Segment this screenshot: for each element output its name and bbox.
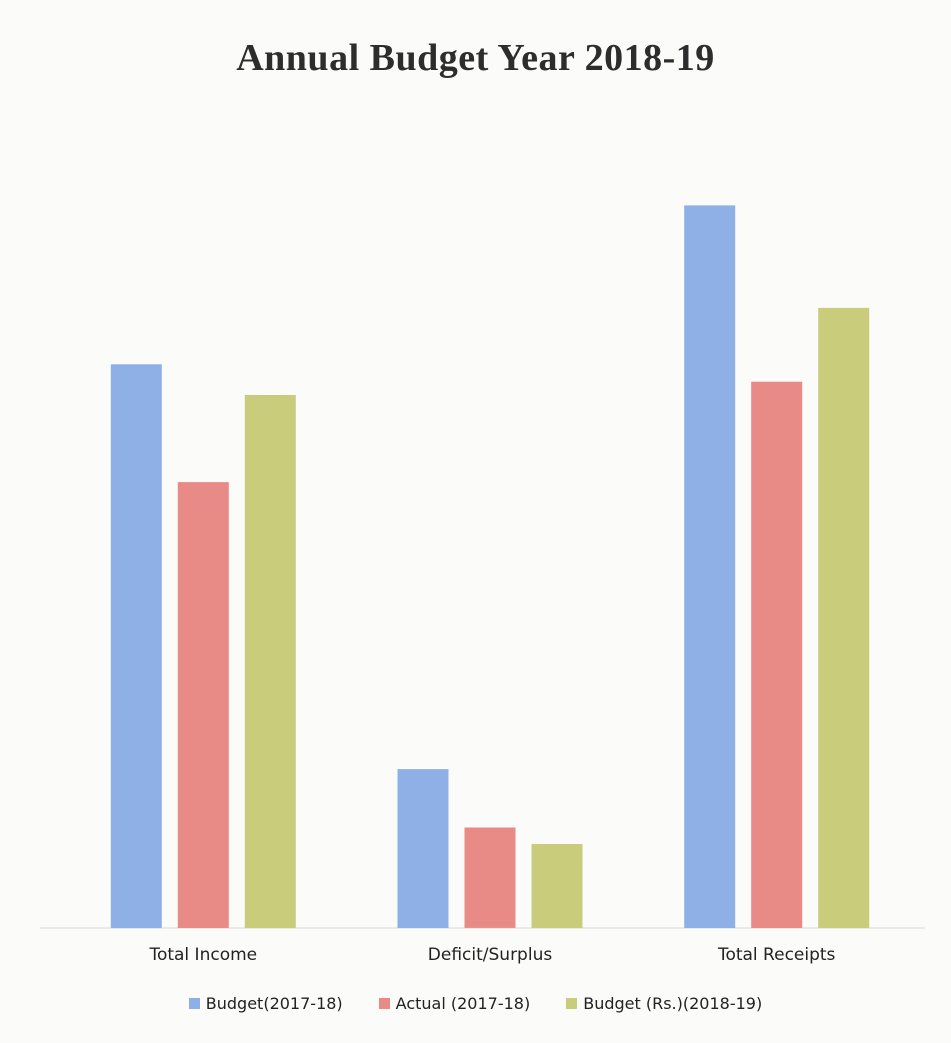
bar-1-1 [464,827,516,928]
bar-2-0 [684,205,736,928]
legend-swatch [188,998,200,1009]
bar-1-0 [397,769,449,928]
bar-0-2 [244,395,296,928]
legend-item: Actual (2017-18) [378,994,531,1013]
category-label: Deficit/Surplus [428,945,553,965]
legend-item: Budget(2017-18) [188,994,343,1013]
bar-2-2 [818,307,870,928]
bars-group [110,205,870,929]
category-label: Total Receipts [717,945,836,965]
legend: Budget(2017-18) Actual (2017-18) Budget (R… [0,994,951,1013]
bar-1-2 [531,844,583,928]
category-labels: Total Income Deficit/Surplus Total Receipt… [148,945,835,965]
legend-label: Budget(2017-18) [205,994,343,1013]
bar-0-0 [110,364,162,929]
bar-0-1 [177,482,229,928]
category-label: Total Income [148,945,257,965]
legend-label: Actual (2017-18) [395,994,531,1013]
legend-item: Budget (Rs.)(2018-19) [566,994,762,1013]
chart-title: Annual Budget Year 2018-19 [236,37,715,79]
legend-label: Budget (Rs.)(2018-19) [583,994,763,1013]
legend-swatch [378,998,390,1009]
legend-swatch [566,998,578,1009]
bar-2-1 [751,381,803,928]
